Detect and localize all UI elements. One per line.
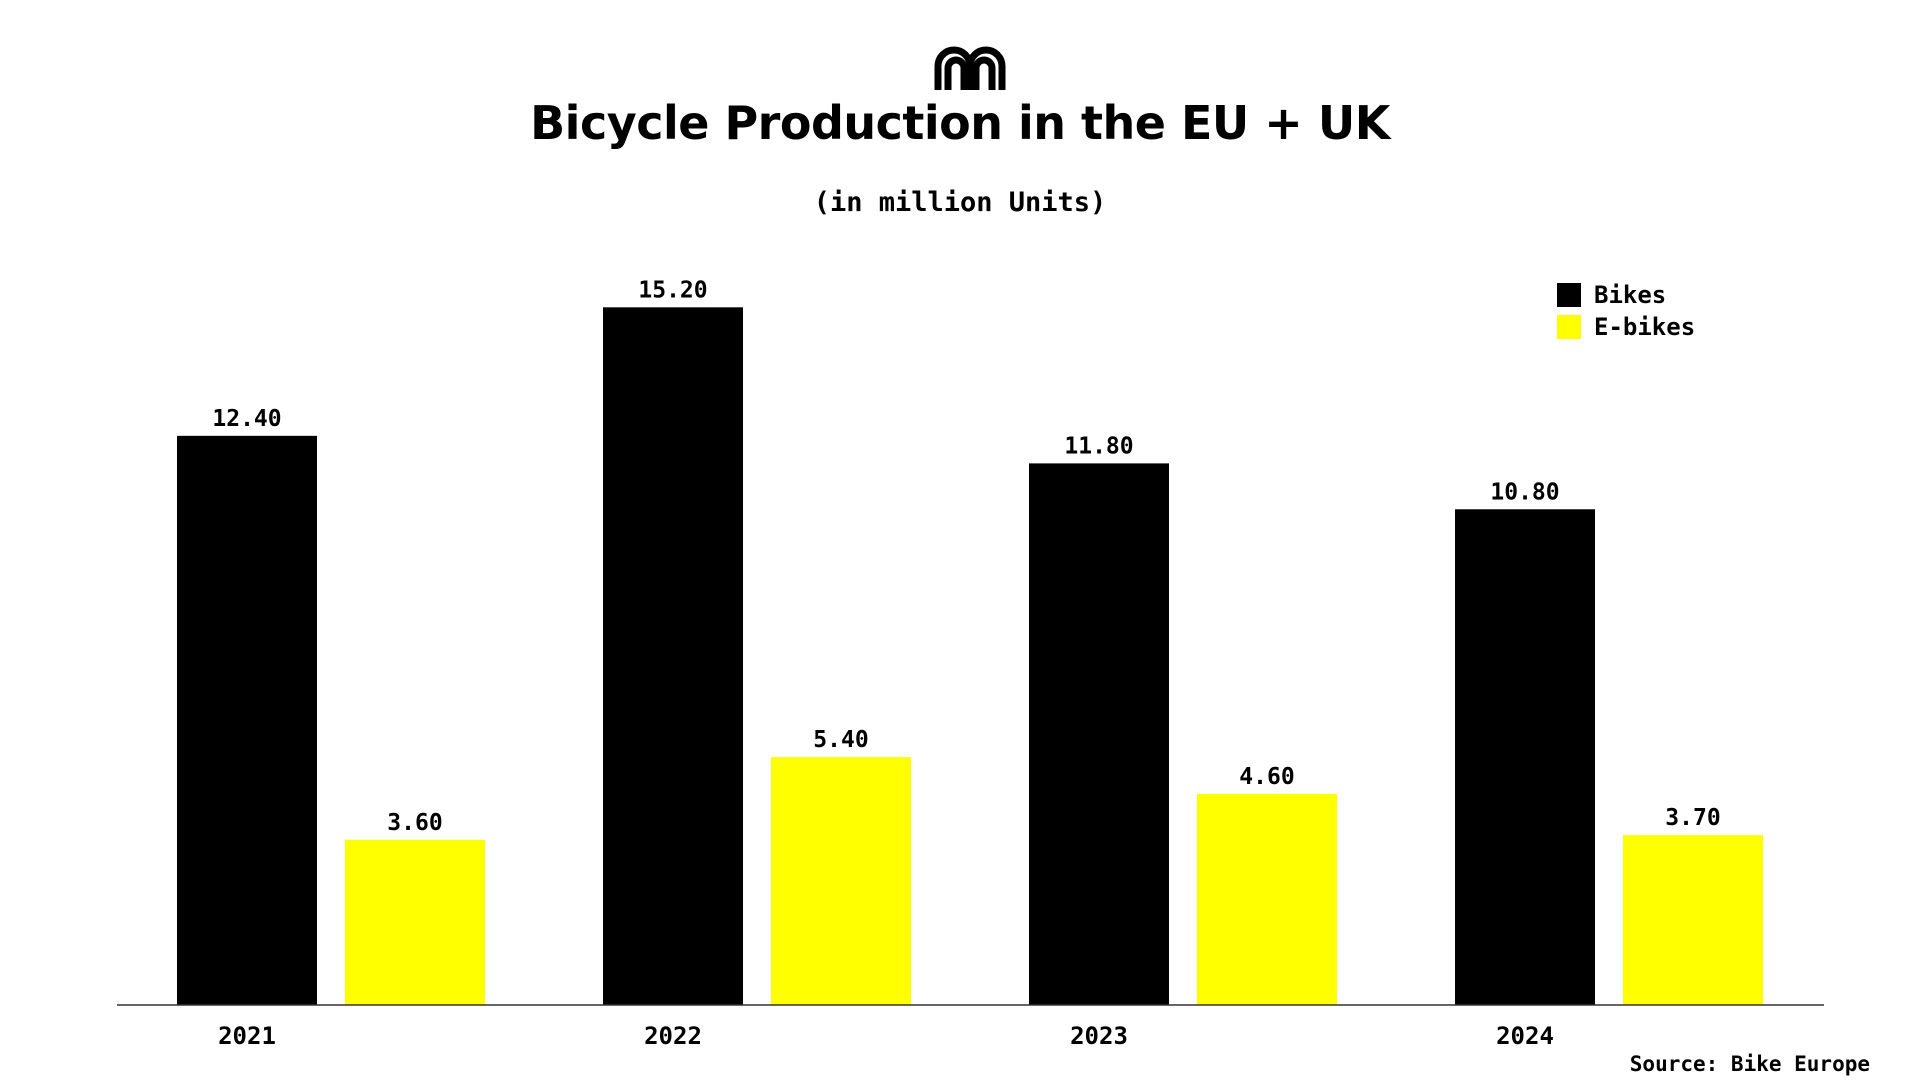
legend-item-ebikes: E-bikes (1557, 311, 1695, 343)
brand-logo-icon (934, 46, 1006, 90)
data-label-bikes-2021: 12.40 (212, 406, 281, 432)
chart-subtitle: (in million Units) (813, 187, 1107, 218)
x-tick-label-2022: 2022 (644, 1022, 702, 1050)
data-label-bikes-2023: 11.80 (1064, 433, 1133, 459)
bar-e-bikes-2024 (1623, 835, 1763, 1005)
data-label-e-bikes-2022: 5.40 (813, 727, 868, 753)
data-label-bikes-2024: 10.80 (1490, 479, 1559, 505)
legend-swatch-bikes (1557, 283, 1581, 307)
bar-bikes-2024 (1455, 509, 1595, 1005)
bar-e-bikes-2023 (1197, 793, 1337, 1005)
bar-bikes-2022 (603, 307, 743, 1005)
data-label-e-bikes-2024: 3.70 (1665, 805, 1720, 831)
bar-bikes-2021 (177, 435, 317, 1006)
data-label-bikes-2022: 15.20 (638, 277, 707, 303)
chart-title: Bicycle Production in the EU + UK (530, 96, 1390, 150)
x-tick-label-2023: 2023 (1070, 1022, 1128, 1050)
legend-label-ebikes: E-bikes (1594, 313, 1696, 341)
x-tick-label-2024: 2024 (1496, 1022, 1554, 1050)
bar-e-bikes-2021 (345, 839, 485, 1005)
bar-e-bikes-2022 (771, 757, 911, 1005)
legend-label-bikes: Bikes (1594, 281, 1667, 309)
legend-item-bikes: Bikes (1557, 279, 1695, 311)
source-note: Source: Bike Europe (1629, 1052, 1870, 1076)
bar-bikes-2023 (1029, 463, 1169, 1005)
legend-swatch-ebikes (1557, 315, 1581, 339)
data-label-e-bikes-2021: 3.60 (387, 810, 442, 836)
legend: Bikes E-bikes (1557, 279, 1695, 343)
x-tick-label-2021: 2021 (218, 1022, 276, 1050)
data-label-e-bikes-2023: 4.60 (1239, 764, 1294, 790)
